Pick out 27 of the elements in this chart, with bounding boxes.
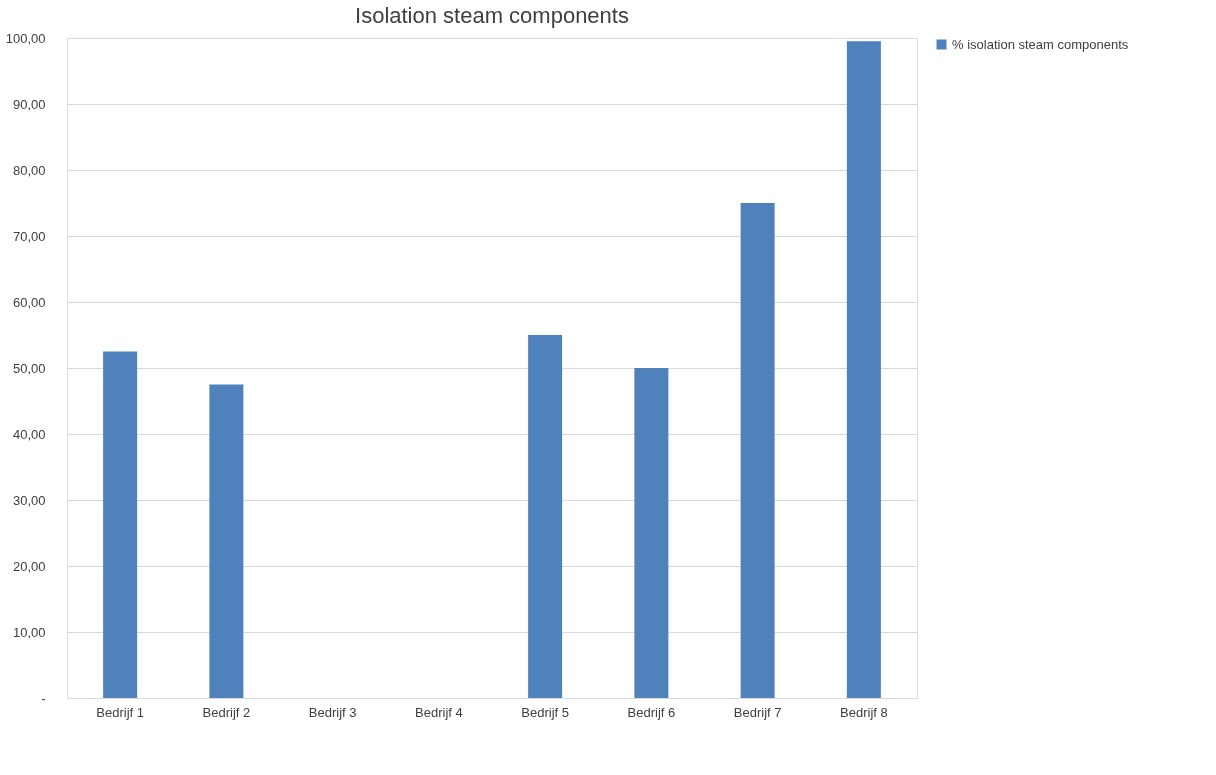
- y-tick-label: 40,00: [12, 426, 46, 442]
- y-tick-label: 60,00: [12, 294, 46, 310]
- y-tick-label: 20,00: [12, 558, 46, 574]
- y-tick-label: -: [41, 690, 46, 706]
- y-tick-label: 50,00: [12, 360, 46, 376]
- y-tick-label: 30,00: [12, 492, 46, 508]
- y-tick-label: 70,00: [12, 228, 46, 244]
- bar: [528, 335, 563, 698]
- x-tick-label: Bedrijf 5: [521, 704, 569, 720]
- bar: [103, 351, 138, 698]
- bar: [209, 384, 244, 698]
- bar: [740, 203, 775, 698]
- x-tick-label: Bedrijf 4: [415, 704, 463, 720]
- chart-title: Isolation steam components: [355, 3, 629, 28]
- x-tick-label: Bedrijf 3: [308, 704, 357, 720]
- y-tick-label: 100,00: [5, 30, 46, 46]
- x-tick-label: Bedrijf 8: [840, 704, 888, 720]
- y-tick-label: 10,00: [12, 624, 46, 640]
- legend-label: % isolation steam components: [952, 36, 1129, 52]
- x-tick-label: Bedrijf 2: [202, 704, 251, 720]
- bar: [846, 41, 881, 698]
- bar: [634, 368, 669, 698]
- x-tick-label: Bedrijf 7: [733, 704, 782, 720]
- x-tick-label: Bedrijf 6: [627, 704, 676, 720]
- y-tick-label: 80,00: [12, 162, 46, 178]
- y-tick-label: 90,00: [12, 96, 46, 112]
- x-tick-label: Bedrijf 1: [96, 704, 144, 720]
